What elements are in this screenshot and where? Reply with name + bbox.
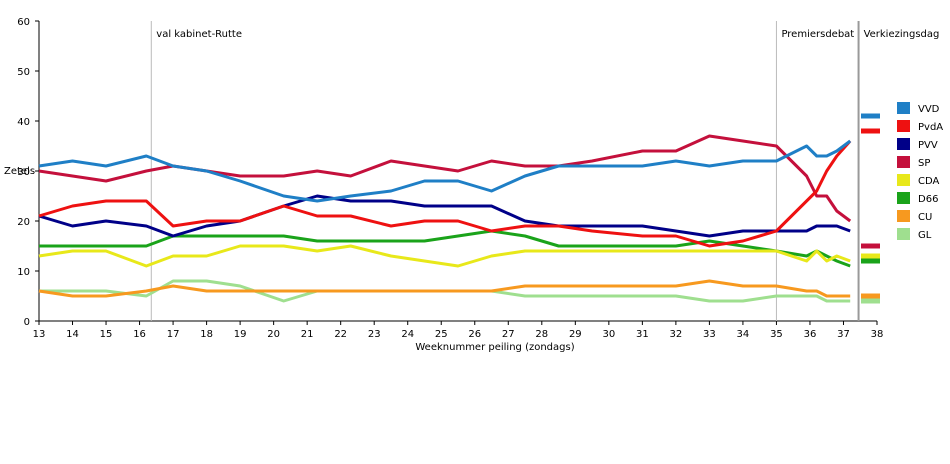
legend-swatch-gl: [897, 228, 910, 240]
legend-label-gl: GL: [918, 230, 932, 241]
legend-swatch-vvd: [897, 102, 910, 114]
x-tick-label: 25: [435, 329, 448, 340]
x-tick-label: 37: [837, 329, 850, 340]
x-tick-label: 20: [267, 329, 280, 340]
legend-label-cda: CDA: [918, 176, 940, 187]
x-tick-label: 27: [502, 329, 515, 340]
legend-swatch-d66: [897, 192, 910, 204]
series-line-pvv: [38, 194, 851, 238]
y-tick-label: 50: [17, 67, 30, 78]
legend-swatch-sp: [897, 156, 910, 168]
x-tick-label: 14: [66, 329, 79, 340]
legend-swatch-cda: [897, 174, 910, 186]
legend-swatch-pvda: [897, 120, 910, 132]
x-tick-label: 35: [770, 329, 783, 340]
y-tick-label: 40: [17, 117, 30, 128]
x-tick-label: 18: [200, 329, 213, 340]
x-axis-title: Weeknummer peiling (zondags): [415, 342, 574, 353]
legend-label-vvd: VVD: [918, 104, 940, 115]
final-results: [861, 113, 880, 304]
series-line-sp: [38, 134, 852, 223]
x-tick-label: 30: [602, 329, 615, 340]
annotation-label: val kabinet-Rutte: [156, 29, 242, 40]
x-tick-label: 29: [569, 329, 582, 340]
x-tick-label: 21: [301, 329, 314, 340]
legend-swatch-pvv: [897, 138, 910, 150]
annotation-label: Verkiezingsdag: [864, 29, 940, 40]
x-tick-label: 22: [334, 329, 347, 340]
x-tick-label: 33: [703, 329, 716, 340]
legend-label-sp: SP: [918, 158, 930, 169]
x-tick-label: 28: [535, 329, 548, 340]
legend-label-d66: D66: [918, 194, 938, 205]
series-line-cu: [38, 279, 851, 298]
series-lines: [38, 134, 852, 303]
x-tick-label: 38: [871, 329, 884, 340]
x-tick-label: 23: [368, 329, 381, 340]
legend-label-pvv: PVV: [918, 140, 938, 151]
x-tick-label: 17: [167, 329, 180, 340]
y-tick-label: 20: [17, 217, 30, 228]
series-line-vvd: [38, 139, 852, 203]
x-tick-label: 13: [33, 329, 46, 340]
y-tick-label: 0: [24, 317, 30, 328]
x-tick-label: 15: [100, 329, 113, 340]
x-tick-label: 24: [401, 329, 414, 340]
x-tick-label: 16: [133, 329, 146, 340]
x-tick-label: 34: [737, 329, 750, 340]
y-tick-label: 60: [17, 17, 30, 28]
y-tick-label: 10: [17, 267, 30, 278]
series-line-pvda: [38, 140, 852, 248]
legend-label-cu: CU: [918, 212, 932, 223]
x-tick-label: 32: [670, 329, 683, 340]
legend-label-pvda: PvdA: [918, 122, 943, 133]
x-tick-label: 26: [468, 329, 481, 340]
x-tick-label: 36: [804, 329, 817, 340]
x-tick-label: 19: [234, 329, 247, 340]
axes: 0 10 20 30 40 50 60 13 14 15 16 17 18 19 20 21 22 23 24 25 2…: [17, 17, 883, 340]
legend-swatch-cu: [897, 210, 910, 222]
x-tick-label: 31: [636, 329, 649, 340]
annotation-label: Premiersdebat: [781, 29, 854, 40]
series-line-cda: [38, 244, 851, 268]
y-axis-title: Zetels: [4, 166, 35, 177]
legend: VVD PvdA PVV SP CDA D66 CU GL: [897, 102, 943, 241]
y-tick-label: 30: [17, 167, 30, 178]
